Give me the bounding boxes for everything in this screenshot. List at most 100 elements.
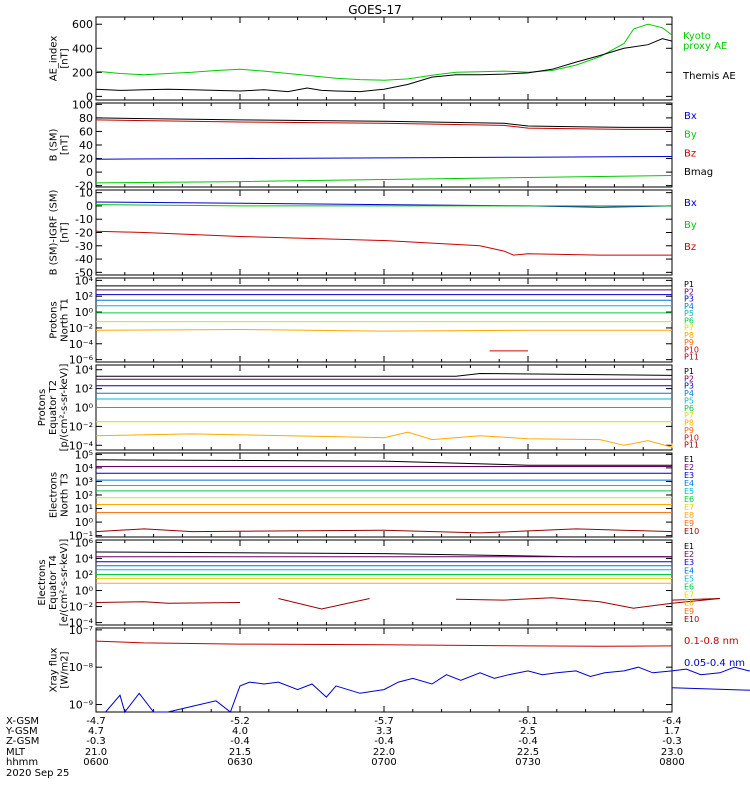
y-axis-label: [nT] (60, 135, 71, 155)
legend-entry: 0.1-0.8 nm (684, 636, 739, 647)
y-axis-label: B (SM) (49, 128, 60, 161)
y-tick-label: -40 (75, 253, 93, 266)
panel-frame (96, 628, 672, 712)
series-e1 (96, 460, 672, 465)
legend-entry: Bx (684, 198, 697, 209)
series-bx (96, 157, 672, 160)
y-tick-label: 0 (86, 166, 93, 179)
y-tick-label: 10⁻² (69, 322, 93, 335)
y-axis-label: [p/(cm²-s-sr-keV)] (59, 364, 70, 452)
legend-entry: By (684, 220, 697, 231)
y-axis-label: [e/(cm²-s-sr-keV)] (59, 539, 70, 627)
y-tick-label: 20 (79, 153, 93, 166)
y-tick-label: 10⁵ (75, 448, 93, 461)
series-bmag (96, 118, 672, 128)
series-0-1-0-8-nm (96, 641, 672, 646)
y-tick-label: -10 (75, 213, 93, 226)
y-tick-label: 10⁴ (75, 274, 94, 287)
panel-8: 10⁻⁷ 10⁻⁸ 10⁻⁹ Xray flux[W/m2] 0.1-0.8 nm 0.0… (49, 624, 750, 712)
y-tick-label: 400 (72, 42, 93, 55)
y-tick-label: 200 (72, 66, 93, 79)
y-tick-label: 100 (72, 98, 93, 111)
y-tick-label: 10⁻⁸ (69, 661, 94, 674)
time-axis-value: -0.4 (518, 736, 538, 747)
time-axis-value: -0.3 (86, 736, 106, 747)
series-e10 (456, 598, 720, 609)
legend-entry: E10 (684, 615, 699, 624)
time-axis-row-label: hhmm (6, 757, 38, 768)
y-axis-label: North T3 (60, 473, 71, 517)
y-axis-label: B (SM)-IGRF (SM) (49, 190, 60, 276)
time-axis-value: -0.4 (230, 736, 250, 747)
y-tick-label: -30 (75, 240, 93, 253)
legend-entry: proxy AE (683, 41, 727, 52)
y-tick-label: 10⁻⁹ (69, 699, 93, 712)
y-tick-label: 10⁶ (75, 536, 94, 549)
y-tick-label: 10⁴ (75, 364, 94, 377)
plot-title: GOES-17 (348, 3, 402, 17)
time-axis-value: -0.4 (374, 736, 394, 747)
legend-entry: 0.05-0.4 nm (684, 658, 745, 669)
time-axis-value: 0630 (227, 757, 252, 768)
series-bz (96, 231, 672, 255)
legend-entry: Bmag (684, 167, 713, 178)
series-0-05-0-4-nm (106, 667, 750, 712)
time-axis-value: 0730 (515, 757, 540, 768)
y-tick-label: 10⁴ (75, 462, 94, 475)
y-tick-label: 10⁰ (75, 585, 94, 598)
time-axis-value: 0800 (659, 757, 684, 768)
series-p8 (96, 330, 672, 332)
y-tick-label: 10⁻² (69, 601, 93, 614)
y-axis-label: Electrons (37, 559, 48, 605)
legend-entry: P11 (684, 441, 699, 450)
y-axis-label: Protons (49, 301, 60, 338)
y-axis-label: North T1 (60, 298, 71, 342)
series-p1 (96, 374, 672, 377)
legend-entry: Bz (684, 242, 696, 253)
legend-entry: E10 (684, 527, 699, 536)
y-axis-label: Equator T4 (48, 555, 59, 610)
y-tick-label: 10⁻² (69, 420, 93, 433)
y-axis-label: [W/m2] (60, 651, 71, 688)
legend-entry: Bz (684, 148, 696, 159)
legend-entry: Bx (684, 111, 697, 122)
series-e1 (96, 552, 672, 557)
y-tick-label: 10⁻⁷ (69, 624, 93, 637)
y-tick-label: 10⁻⁴ (69, 338, 94, 351)
series-kyoto-proxy-ae (96, 24, 672, 80)
plot-date: 2020 Sep 25 (6, 768, 69, 779)
y-axis-label: Equator T2 (48, 380, 59, 435)
y-axis-label: Electrons (49, 472, 60, 518)
y-axis-label: Xray flux (49, 648, 60, 693)
y-tick-label: 60 (79, 125, 93, 138)
y-axis-label: [nT] (60, 222, 71, 242)
y-tick-label: 600 (72, 18, 93, 31)
time-axis-value: -0.3 (662, 736, 682, 747)
y-tick-label: 40 (79, 139, 93, 152)
legend-entry: P11 (684, 353, 699, 362)
panel-3: 100-10-20-30-40-50B (SM)-IGRF (SM)[nT]Bx… (49, 187, 697, 280)
y-axis-label: AE_index (49, 36, 60, 82)
series-themis-ae (96, 39, 672, 92)
y-axis-label: [nT] (60, 48, 71, 68)
series-e10 (278, 599, 369, 610)
y-tick-label: 10⁴ (75, 552, 94, 565)
y-tick-label: 10² (75, 568, 93, 581)
y-tick-label: 10⁰ (75, 402, 94, 415)
y-tick-label: 10 (79, 187, 93, 200)
legend-entry: By (684, 130, 697, 141)
time-axis-value: 0700 (371, 757, 396, 768)
y-tick-label: 10² (75, 383, 93, 396)
y-tick-label: 10¹ (75, 503, 93, 516)
time-axis-value: 0600 (83, 757, 108, 768)
legend-entry: Themis AE (682, 71, 736, 82)
panel-frame (96, 103, 672, 187)
